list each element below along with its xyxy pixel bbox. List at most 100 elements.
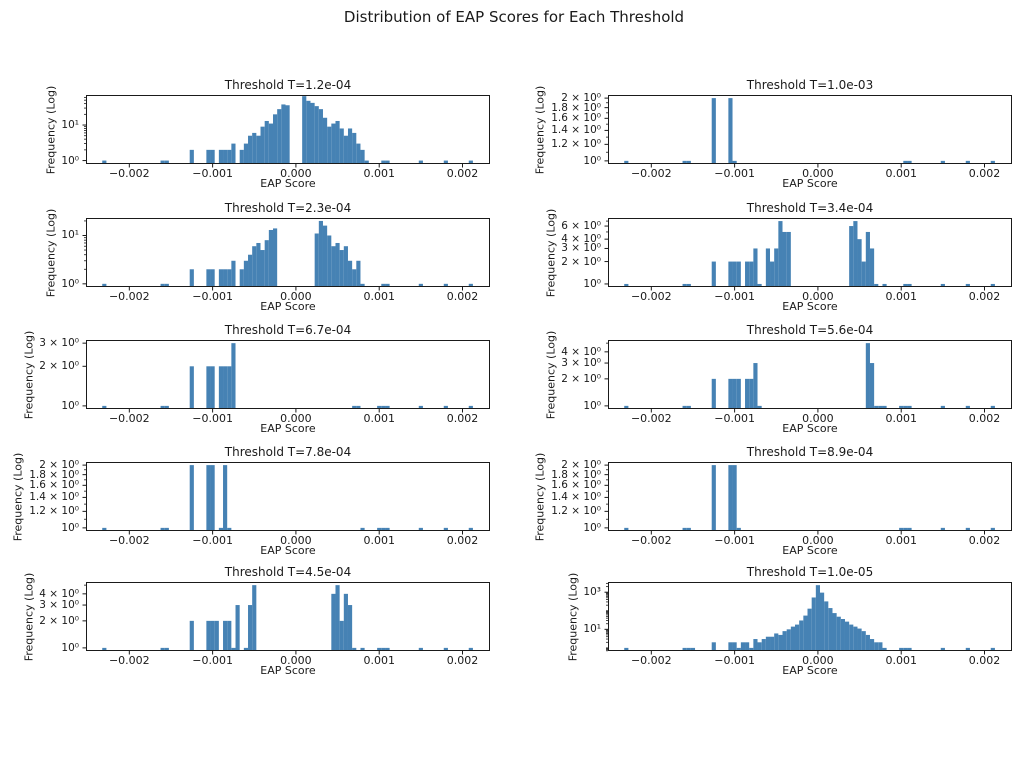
y-axis-label: Frequency (Log) [22,572,36,661]
x-axis-label: EAP Score [260,177,316,190]
x-tick-label: −0.002 [108,412,150,425]
x-tick-label: 0.001 [363,534,395,547]
y-tick-label: 1.8 × 10⁰ [29,468,79,481]
y-tick-label: 4 × 10⁰ [39,587,79,600]
y-tick-label: 10⁰ [583,399,601,412]
subplot-threshold-7-8e-04: Threshold T=7.8e-04 Frequency (Log) EAP … [11,445,490,557]
y-axis-label: Frequency (Log) [44,85,58,174]
histogram-plot-area [604,582,1012,655]
subplot-title: Threshold T=7.8e-04 [224,445,352,459]
subplot-title: Threshold T=8.9e-04 [746,445,874,459]
x-tick-label: −0.002 [108,534,150,547]
y-tick-label: 3 × 10⁰ [561,242,601,255]
subplot-threshold-1-0e-03: Threshold T=1.0e-03 Frequency (Log) EAP … [533,78,1012,190]
x-tick-label: 0.002 [968,290,1001,303]
y-tick-label: 1.6 × 10⁰ [551,112,601,125]
x-tick-label: 0.002 [446,534,479,547]
histogram-plot-area [82,582,490,655]
x-tick-label: −0.002 [108,167,150,180]
x-tick-label: 0.000 [802,290,834,303]
x-tick-label: −0.001 [714,412,755,425]
y-tick-label: 10⁰ [61,641,79,654]
x-tick-label: 0.001 [885,412,917,425]
x-tick-label: 0.001 [885,534,917,547]
y-tick-label: 2 × 10⁰ [39,458,79,471]
y-tick-label: 1.2 × 10⁰ [551,505,601,518]
y-tick-label: 1.4 × 10⁰ [551,124,601,137]
subplot-threshold-1-0e-05: Threshold T=1.0e-05 Frequency (Log) EAP … [567,565,1012,677]
y-axis-label: Frequency (Log) [533,85,547,174]
x-axis-label: EAP Score [260,422,316,435]
x-tick-label: −0.001 [192,654,233,667]
x-tick-label: 0.001 [885,654,917,667]
x-axis-label: EAP Score [782,544,838,557]
x-tick-label: −0.002 [108,290,150,303]
y-tick-label: 3 × 10⁰ [39,336,79,349]
y-axis-label: Frequency (Log) [566,572,580,661]
x-tick-label: 0.000 [280,167,312,180]
x-tick-label: −0.002 [630,412,672,425]
x-tick-label: −0.001 [192,290,233,303]
y-axis-label: Frequency (Log) [544,330,558,419]
subplot-title: Threshold T=5.6e-04 [746,323,874,337]
histogram-plot-area [82,340,490,413]
y-tick-label: 1.4 × 10⁰ [29,491,79,504]
subplot-threshold-1-2e-04: Threshold T=1.2e-04 Frequency (Log) EAP … [45,78,490,190]
subplot-threshold-2-3e-04: Threshold T=2.3e-04 Frequency (Log) EAP … [45,201,490,313]
x-axis-label: EAP Score [260,544,316,557]
x-tick-label: 0.000 [280,654,312,667]
y-axis-label: Frequency (Log) [533,452,547,541]
subplot-threshold-6-7e-04: Threshold T=6.7e-04 Frequency (Log) EAP … [22,323,490,435]
x-axis-label: EAP Score [782,177,838,190]
x-tick-label: 0.001 [363,290,395,303]
subplot-title: Threshold T=2.3e-04 [224,201,352,215]
x-axis-label: EAP Score [782,664,838,677]
histogram-plot-area [604,218,1012,291]
x-tick-label: −0.002 [108,654,150,667]
subplot-title: Threshold T=6.7e-04 [224,323,352,337]
y-tick-label: 2 × 10⁰ [39,614,79,627]
y-tick-label: 2 × 10⁰ [39,360,79,373]
x-tick-label: −0.002 [630,290,672,303]
subplot-title: Threshold T=1.0e-03 [746,78,874,92]
subplot-title: Threshold T=3.4e-04 [746,201,874,215]
x-tick-label: 0.001 [885,167,917,180]
y-tick-label: 3 × 10⁰ [39,598,79,611]
x-tick-label: 0.002 [968,654,1001,667]
x-tick-label: 0.001 [363,167,395,180]
x-tick-label: 0.002 [968,167,1001,180]
y-axis-label: Frequency (Log) [544,208,558,297]
y-tick-label: 10³ [583,585,601,598]
x-tick-label: 0.002 [446,412,479,425]
y-tick-label: 10⁰ [61,277,79,290]
x-tick-label: 0.001 [363,412,395,425]
y-tick-label: 10⁰ [61,521,79,534]
x-tick-label: −0.001 [192,167,233,180]
x-tick-label: −0.001 [714,290,755,303]
subplot-title: Threshold T=1.0e-05 [746,565,874,579]
histogram-plot-area [604,95,1012,168]
subplot-threshold-5-6e-04: Threshold T=5.6e-04 Frequency (Log) EAP … [544,323,1012,435]
y-axis-label: Frequency (Log) [22,330,36,419]
y-tick-label: 10⁰ [583,521,601,534]
y-tick-label: 1.8 × 10⁰ [551,468,601,481]
x-tick-label: −0.002 [630,534,672,547]
y-tick-label: 10¹ [61,229,79,242]
y-tick-label: 6 × 10⁰ [561,219,601,232]
y-axis-label: Frequency (Log) [44,208,58,297]
x-tick-label: −0.001 [714,534,755,547]
x-tick-label: 0.001 [363,654,395,667]
figure-title: Distribution of EAP Scores for Each Thre… [343,8,685,26]
x-tick-label: 0.000 [802,167,834,180]
x-axis-label: EAP Score [782,300,838,313]
y-tick-label: 10⁰ [61,154,79,167]
subplot-title: Threshold T=1.2e-04 [224,78,352,92]
x-axis-label: EAP Score [782,422,838,435]
x-tick-label: −0.001 [714,167,755,180]
y-axis-label: Frequency (Log) [11,452,25,541]
subplot-threshold-8-9e-04: Threshold T=8.9e-04 Frequency (Log) EAP … [533,445,1012,557]
y-tick-label: 2 × 10⁰ [561,255,601,268]
x-axis-label: EAP Score [260,664,316,677]
x-tick-label: −0.002 [630,167,672,180]
